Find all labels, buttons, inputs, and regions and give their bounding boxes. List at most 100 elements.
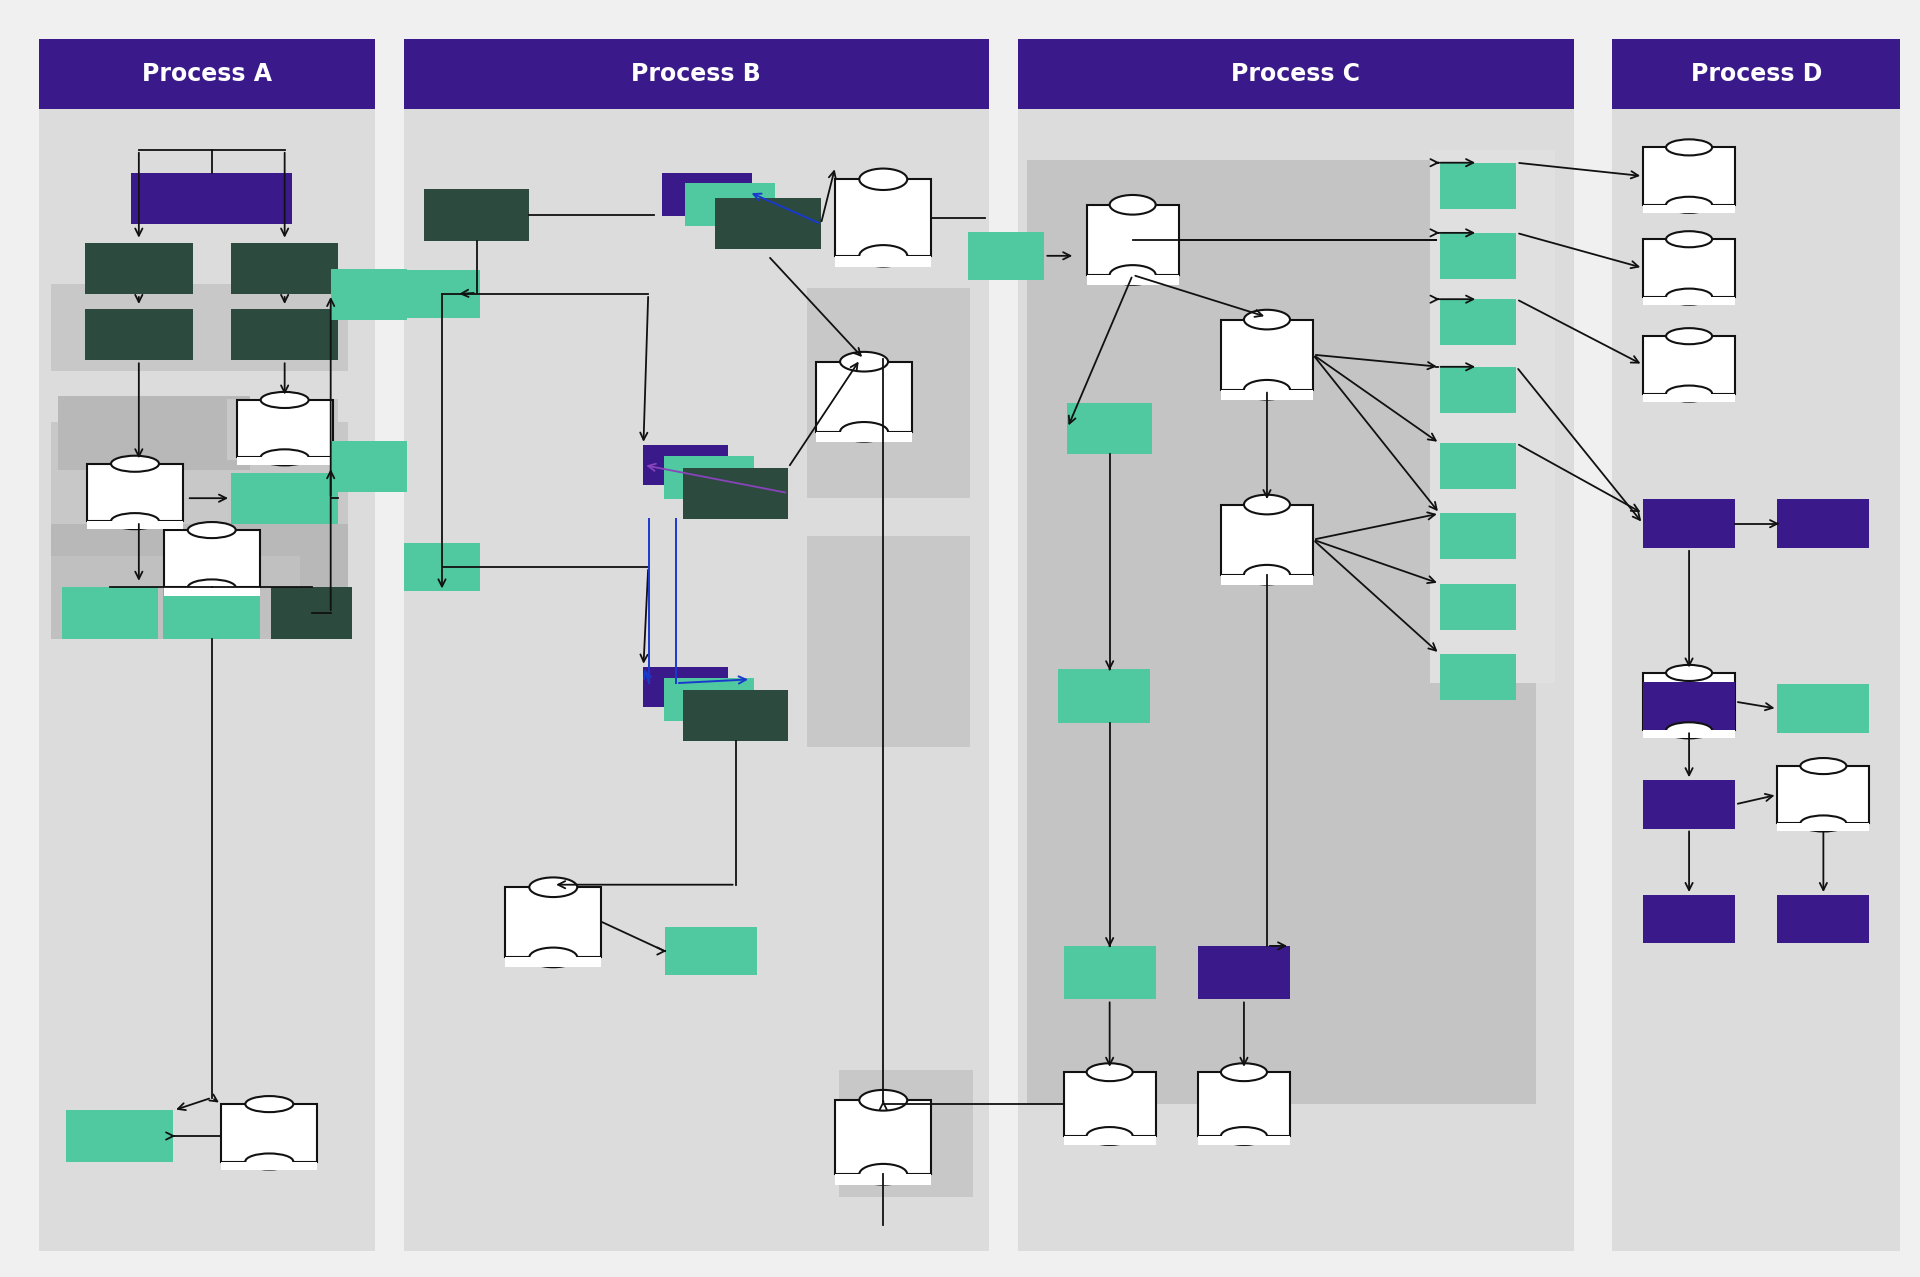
Bar [664,927,756,976]
Bar [1198,946,1290,1000]
Ellipse shape [1667,289,1713,305]
Ellipse shape [1244,310,1290,329]
Bar [1644,780,1736,829]
Bar [1087,204,1179,275]
Bar [1221,389,1313,400]
Ellipse shape [261,392,309,407]
Bar [1198,1137,1290,1145]
Bar [1644,336,1736,393]
Bar [1778,766,1870,824]
Bar [505,958,601,967]
Ellipse shape [111,513,159,529]
Ellipse shape [860,1163,908,1185]
Ellipse shape [1667,723,1713,738]
Bar [1221,575,1313,585]
Ellipse shape [246,1096,294,1112]
Text: Process C: Process C [1231,63,1359,86]
Bar [1430,149,1555,453]
Bar [806,287,970,498]
Bar [1440,299,1517,345]
Bar [84,243,192,294]
Bar [1430,428,1555,683]
Bar [230,243,338,294]
Ellipse shape [1244,381,1290,400]
Ellipse shape [1667,665,1713,681]
Bar [1440,366,1517,412]
Bar [664,456,753,499]
Ellipse shape [860,169,908,190]
Bar [1644,499,1736,548]
Ellipse shape [860,245,908,267]
Bar [330,441,407,492]
Bar [50,283,348,370]
Ellipse shape [1801,816,1847,831]
Bar [58,396,250,470]
Ellipse shape [1244,564,1290,585]
Ellipse shape [111,456,159,471]
Bar [65,1111,173,1162]
Text: Process B: Process B [632,63,760,86]
Ellipse shape [860,1089,908,1111]
Ellipse shape [841,421,889,442]
Bar [1778,684,1870,733]
Bar [1440,232,1517,278]
Bar [1018,40,1574,109]
Ellipse shape [188,580,236,595]
Ellipse shape [246,1153,294,1170]
Ellipse shape [1667,231,1713,248]
Bar [643,667,728,707]
Bar [403,40,989,109]
Bar [684,690,789,741]
Bar [50,524,348,638]
Ellipse shape [1667,139,1713,156]
Bar [1778,895,1870,944]
Text: Process D: Process D [1690,63,1822,86]
Bar [230,472,338,524]
Bar [1644,393,1736,402]
Bar [1087,275,1179,285]
Ellipse shape [1801,759,1847,774]
Ellipse shape [1110,266,1156,285]
Bar [806,536,970,747]
Bar [685,183,774,226]
Bar [403,269,480,318]
Bar [1064,1137,1156,1145]
Ellipse shape [530,877,578,896]
Text: Process A: Process A [142,63,273,86]
Bar [1644,730,1736,738]
Ellipse shape [841,352,889,372]
Ellipse shape [1667,328,1713,345]
Ellipse shape [1087,1128,1133,1145]
Ellipse shape [1087,1064,1133,1082]
Bar [1440,443,1517,489]
Bar [61,587,159,638]
Bar [38,40,374,1250]
Bar [1644,673,1736,730]
Bar [835,1101,931,1175]
Bar [330,268,407,319]
Bar [835,179,931,255]
Bar [1058,669,1150,723]
Bar [816,432,912,442]
Bar [271,587,351,638]
Bar [1778,824,1870,831]
Ellipse shape [1667,197,1713,213]
Bar [403,40,989,1250]
Bar [1644,682,1736,736]
Bar [50,555,300,638]
Bar [163,587,259,638]
Bar [1440,162,1517,208]
Bar [1440,654,1517,700]
Bar [684,467,789,518]
Bar [1644,147,1736,204]
Bar [1644,204,1736,213]
Bar [835,255,931,267]
Bar [1644,895,1736,944]
Bar [1778,499,1870,548]
Bar [664,678,753,722]
Bar [227,398,338,460]
Bar [1613,40,1901,109]
Bar [1440,513,1517,559]
Bar [716,198,822,249]
Bar [50,421,348,536]
